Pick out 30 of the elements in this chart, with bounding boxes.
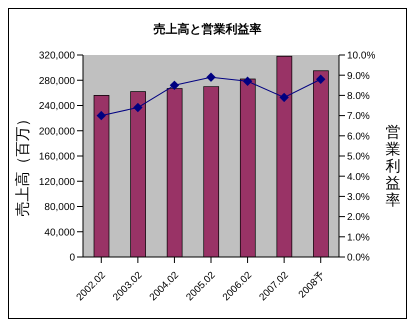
point — [243, 76, 252, 86]
y2-tick-label: 8.0% — [347, 90, 370, 102]
y-tick-label: 200,000 — [38, 126, 76, 138]
y-tick-label: 240,000 — [38, 101, 76, 112]
y2-axis-title: 営業利益率 — [385, 124, 401, 209]
y-tick-label: 40,000 — [44, 227, 76, 238]
point — [133, 103, 142, 112]
y2-tick-label: 0.0% — [347, 252, 370, 264]
y2-tick-label: 7.0% — [347, 111, 370, 122]
y-axis-title: 売上高（百万） — [14, 112, 32, 216]
point — [96, 111, 106, 120]
y-tick-label: 160,000 — [38, 152, 76, 163]
y-tick-label: 0 — [69, 252, 76, 264]
point — [280, 92, 289, 102]
y2-tick-label: 4.0% — [347, 172, 370, 183]
y2-tick-label: 2.0% — [347, 212, 370, 224]
point — [316, 74, 326, 84]
y-tick-label: 320,000 — [38, 50, 76, 62]
point — [206, 72, 216, 82]
y-tick-label: 280,000 — [38, 76, 76, 87]
y-tick-label: 80,000 — [44, 202, 76, 214]
point — [170, 80, 179, 90]
y2-tick-label: 1.0% — [347, 232, 370, 244]
y2-tick-label: 10.0% — [347, 50, 376, 62]
y2-tick-label: 3.0% — [347, 192, 370, 203]
y2-tick-label: 5.0% — [347, 152, 370, 163]
y-tick-label: 120,000 — [38, 176, 76, 188]
y2-tick-label: 9.0% — [347, 70, 370, 82]
chart-title: 売上高と営業利益率 — [152, 21, 262, 38]
y2-tick-label: 6.0% — [347, 131, 370, 142]
